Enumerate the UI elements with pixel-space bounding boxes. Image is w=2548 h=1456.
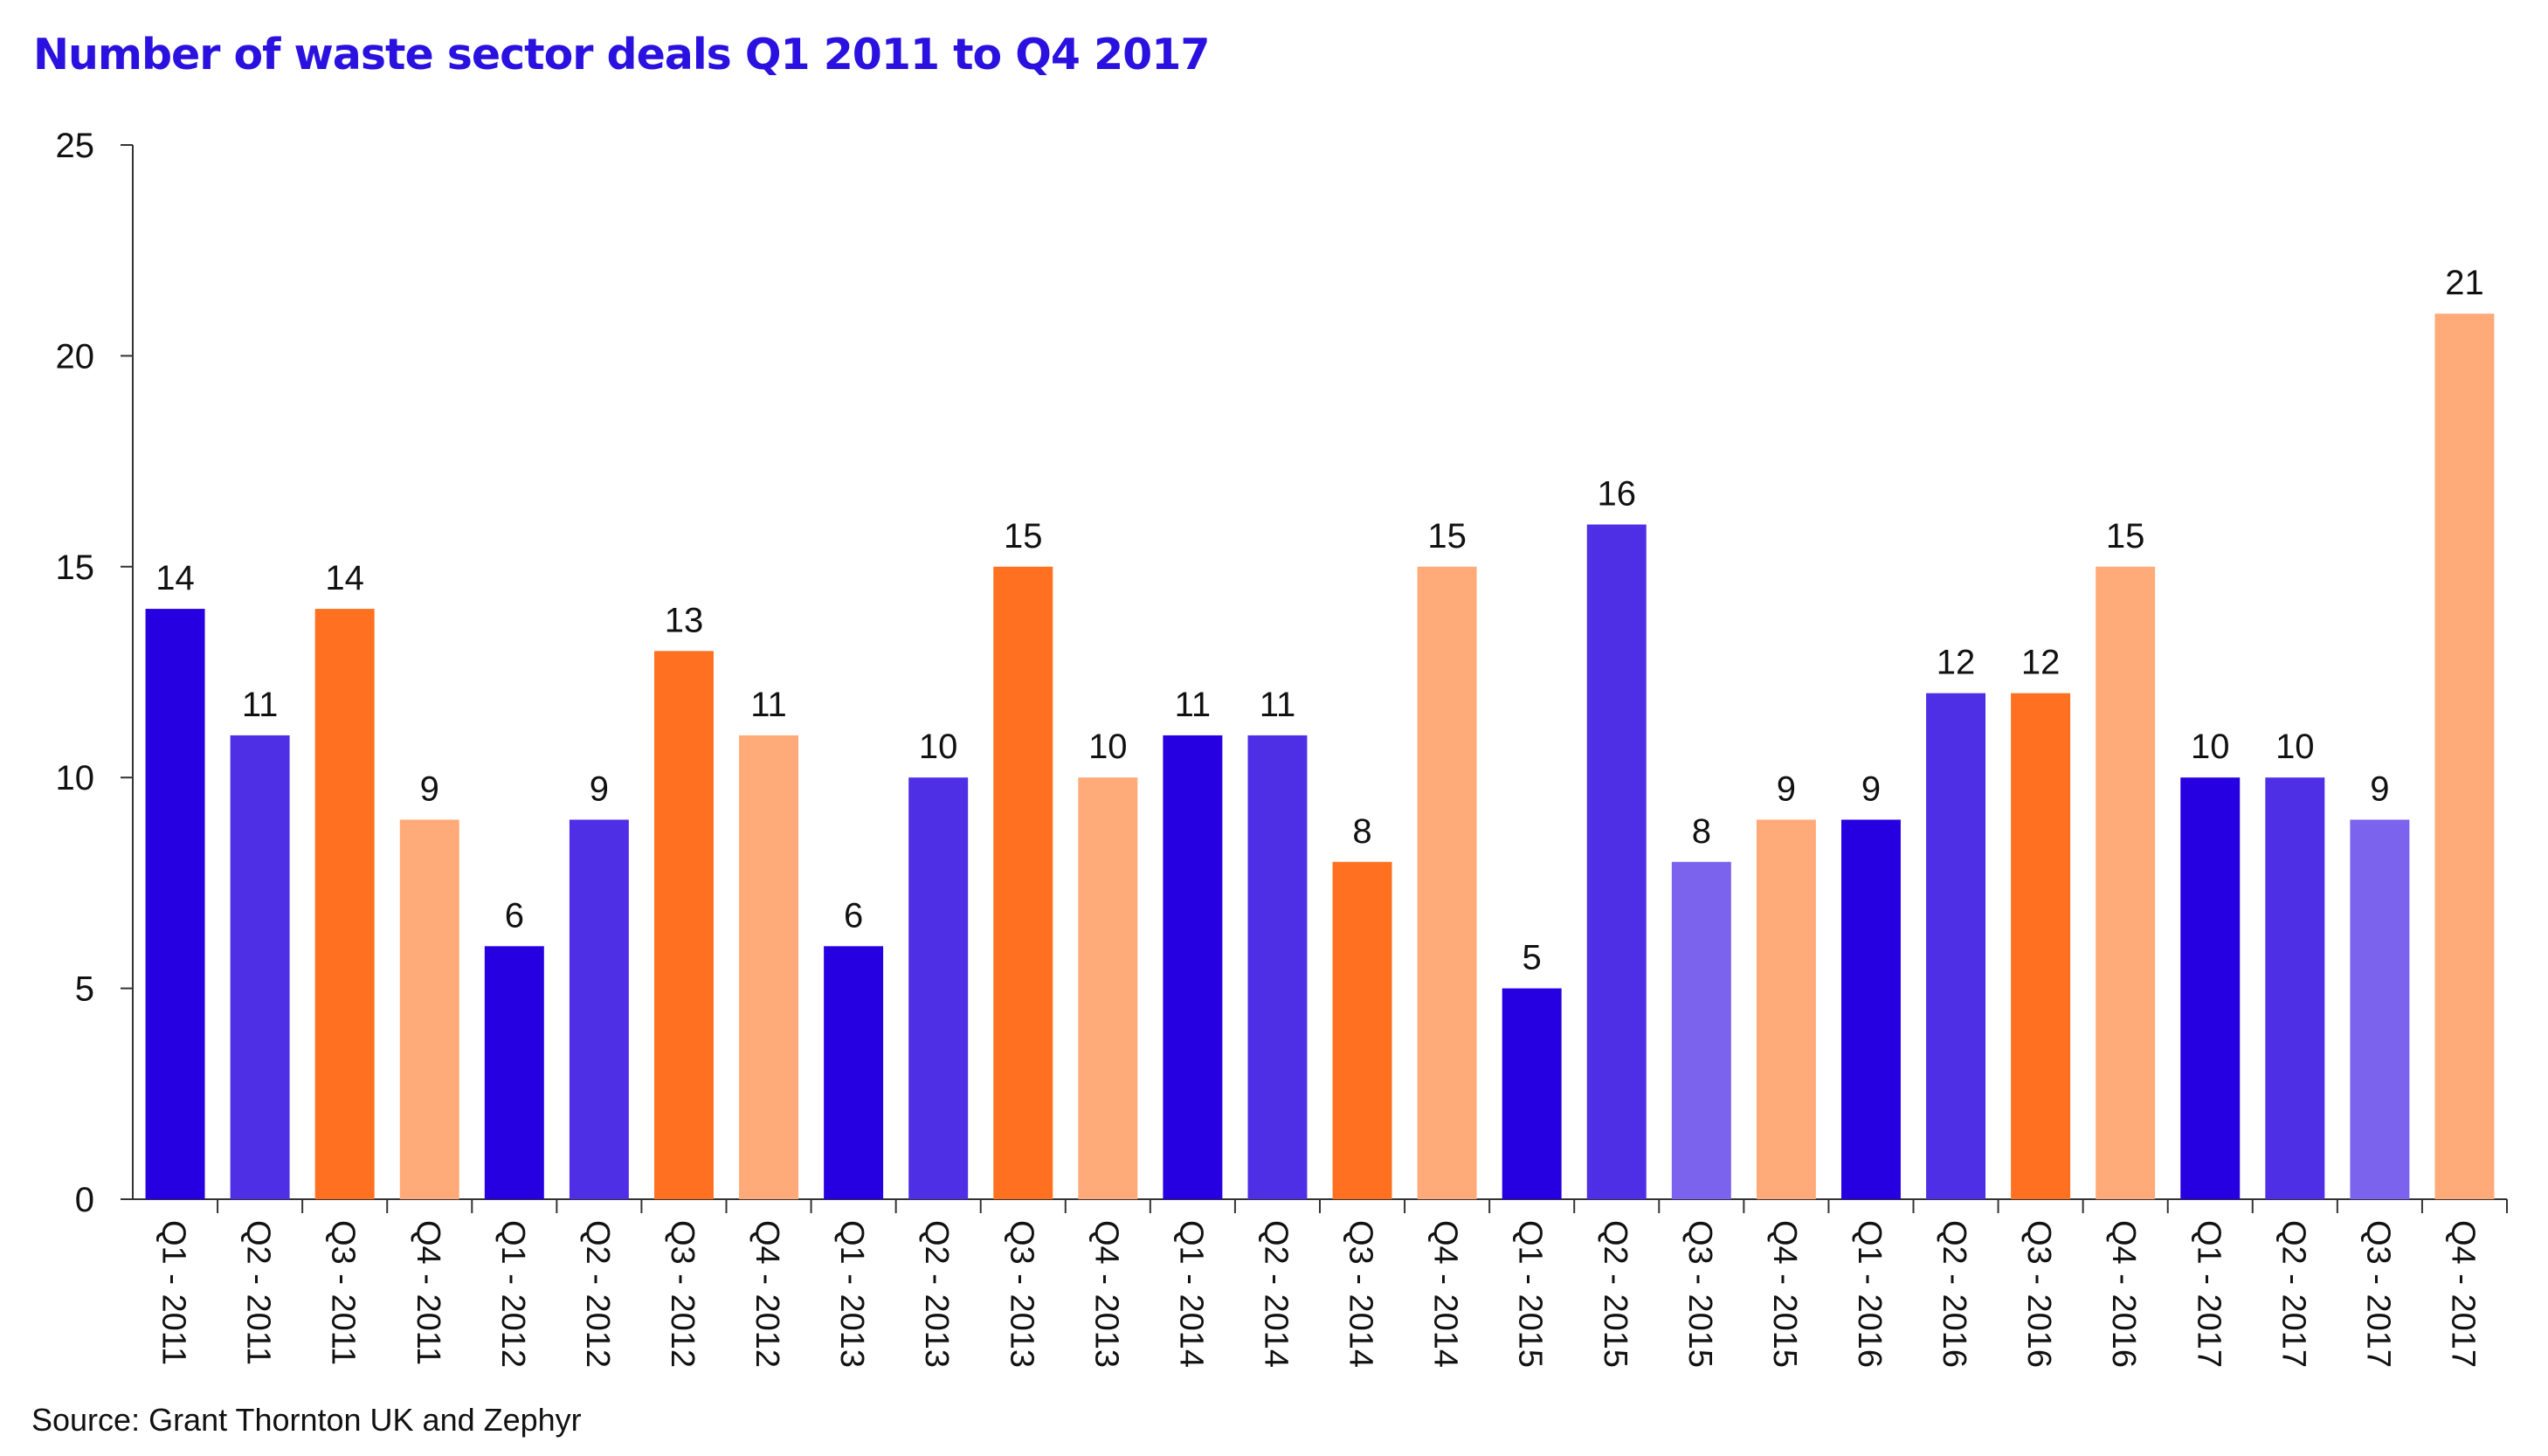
bar-value-label: 15 bbox=[1004, 517, 1043, 555]
bar-value-label: 11 bbox=[242, 686, 279, 724]
y-tick-label: 20 bbox=[56, 337, 95, 376]
bar-value-label: 8 bbox=[1692, 812, 1711, 851]
bar-value-label: 14 bbox=[155, 559, 195, 597]
bar bbox=[399, 819, 459, 1199]
x-tick-label: Q4 - 2015 bbox=[1766, 1220, 1803, 1368]
bar bbox=[314, 609, 375, 1199]
bar-value-label: 9 bbox=[590, 769, 609, 808]
bar-value-label: 10 bbox=[1088, 728, 1128, 766]
x-tick-label: Q2 - 2015 bbox=[1597, 1220, 1633, 1368]
bar bbox=[1163, 735, 1223, 1199]
x-tick-label: Q3 - 2017 bbox=[2359, 1220, 2396, 1368]
bar-value-label: 9 bbox=[1777, 769, 1796, 808]
bar-value-label: 14 bbox=[325, 559, 364, 597]
x-tick-label: Q1 - 2012 bbox=[494, 1220, 531, 1368]
bar-value-label: 13 bbox=[665, 601, 704, 639]
x-tick-label: Q2 - 2017 bbox=[2275, 1220, 2311, 1368]
bar-value-label: 5 bbox=[1523, 939, 1542, 977]
y-tick-label: 25 bbox=[56, 127, 95, 165]
bar-value-label: 10 bbox=[919, 728, 958, 766]
bar-value-label: 9 bbox=[1861, 769, 1881, 808]
bar bbox=[993, 566, 1053, 1199]
source-note: Source: Grant Thornton UK and Zephyr bbox=[31, 1402, 582, 1438]
bar bbox=[653, 651, 714, 1199]
x-tick-label: Q4 - 2016 bbox=[2105, 1220, 2142, 1368]
bar bbox=[2265, 777, 2325, 1199]
bar bbox=[1332, 861, 1392, 1199]
x-tick-label: Q3 - 2012 bbox=[664, 1220, 701, 1368]
bar bbox=[1078, 777, 1138, 1199]
bar-value-label: 15 bbox=[1427, 517, 1467, 555]
x-tick-label: Q4 - 2011 bbox=[410, 1220, 446, 1365]
bar bbox=[1586, 524, 1647, 1199]
y-axis-ticks: 0 5 10 15 20 25 bbox=[56, 127, 133, 1219]
x-tick-label: Q2 - 2011 bbox=[240, 1220, 277, 1365]
y-tick-label: 0 bbox=[75, 1181, 94, 1219]
bar bbox=[2011, 693, 2071, 1199]
x-tick-label: Q3 - 2014 bbox=[1343, 1220, 1379, 1368]
y-tick-label: 5 bbox=[75, 970, 94, 1009]
bar-value-label: 10 bbox=[2191, 728, 2230, 766]
x-tick-label: Q1 - 2011 bbox=[155, 1220, 192, 1365]
x-tick-label: Q4 - 2017 bbox=[2444, 1220, 2481, 1368]
bar-value-label: 9 bbox=[2370, 769, 2389, 808]
bar-value-label: 12 bbox=[1937, 644, 1976, 682]
bar-value-label: 15 bbox=[2106, 517, 2145, 555]
x-tick-label: Q2 - 2012 bbox=[579, 1220, 616, 1368]
bar-value-label: 11 bbox=[750, 686, 787, 724]
y-tick-label: 15 bbox=[56, 549, 95, 587]
bar-value-label: 8 bbox=[1352, 812, 1371, 851]
bar bbox=[2180, 777, 2241, 1199]
x-axis-ticks: Q1 - 2011 Q2 - 2011 Q3 - 2011 Q4 - 2011 Q1 -… bbox=[155, 1199, 2508, 1368]
bar bbox=[2434, 314, 2495, 1199]
bar bbox=[739, 735, 799, 1199]
bar-value-label: 6 bbox=[505, 896, 524, 935]
x-tick-label: Q2 - 2013 bbox=[918, 1220, 955, 1368]
bar bbox=[230, 735, 290, 1199]
bar bbox=[1502, 988, 1562, 1199]
x-tick-label: Q4 - 2012 bbox=[749, 1220, 785, 1368]
x-tick-label: Q1 - 2017 bbox=[2190, 1220, 2227, 1368]
x-tick-label: Q4 - 2013 bbox=[1088, 1220, 1124, 1368]
bars bbox=[145, 314, 2495, 1199]
x-tick-label: Q1 - 2014 bbox=[1172, 1220, 1209, 1368]
bar bbox=[1247, 735, 1308, 1199]
bar-value-label: 12 bbox=[2021, 644, 2061, 682]
x-tick-label: Q3 - 2015 bbox=[1681, 1220, 1718, 1368]
bar bbox=[484, 946, 544, 1199]
bar bbox=[1756, 819, 1816, 1199]
bar-value-label: 11 bbox=[1175, 686, 1212, 724]
bar bbox=[1671, 861, 1731, 1199]
bar bbox=[824, 946, 884, 1199]
y-tick-label: 10 bbox=[56, 759, 95, 797]
x-tick-label: Q4 - 2014 bbox=[1427, 1220, 1464, 1368]
bar bbox=[569, 819, 629, 1199]
x-tick-label: Q1 - 2013 bbox=[833, 1220, 870, 1368]
bar-value-label: 16 bbox=[1598, 475, 1637, 514]
data-labels: 14 11 14 9 6 9 13 11 6 10 15 10 11 11 8 15 5 16 8 9 9 12 12 15 1… bbox=[155, 264, 2483, 976]
x-tick-label: Q3 - 2016 bbox=[2020, 1220, 2057, 1368]
x-tick-label: Q3 - 2013 bbox=[1003, 1220, 1039, 1368]
x-tick-label: Q1 - 2016 bbox=[1851, 1220, 1888, 1368]
bar bbox=[1417, 566, 1477, 1199]
bar-value-label: 21 bbox=[2445, 264, 2484, 302]
bar bbox=[145, 609, 205, 1199]
bar bbox=[908, 777, 969, 1199]
bar-value-label: 6 bbox=[844, 896, 863, 935]
bar bbox=[1926, 693, 1986, 1199]
bar bbox=[2096, 566, 2156, 1199]
bar-value-label: 9 bbox=[420, 769, 439, 808]
bar bbox=[1840, 819, 1901, 1199]
x-tick-label: Q3 - 2011 bbox=[325, 1220, 362, 1365]
chart-title: Number of waste sector deals Q1 2011 to … bbox=[33, 30, 1210, 79]
bar-value-label: 10 bbox=[2275, 728, 2315, 766]
bar bbox=[2350, 819, 2410, 1199]
bar-value-label: 11 bbox=[1260, 686, 1296, 724]
x-tick-label: Q2 - 2016 bbox=[1936, 1220, 1972, 1368]
x-tick-label: Q1 - 2015 bbox=[1512, 1220, 1549, 1368]
x-tick-label: Q2 - 2014 bbox=[1257, 1220, 1294, 1368]
